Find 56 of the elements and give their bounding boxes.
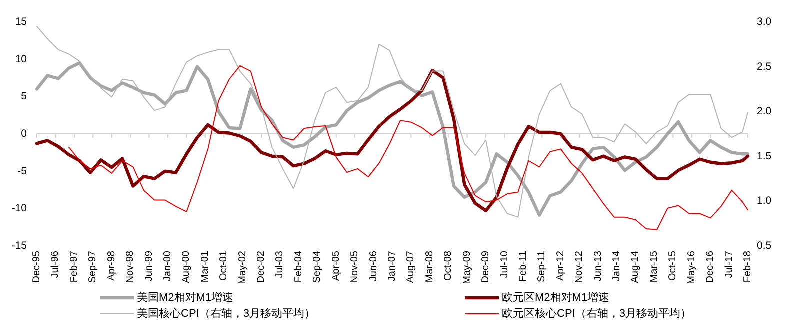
y2-tick-label: 2.5	[757, 60, 772, 73]
x-tick-label: Dec-95	[32, 250, 42, 284]
x-tick-label: Mar-15	[648, 250, 660, 283]
x-tick-label: Apr-05	[330, 250, 342, 282]
x-tick-label: Sep-97	[88, 250, 99, 284]
legend-label: 美国核心CPI（右轴，3月移动平均）	[137, 307, 316, 320]
legend-label: 欧元区核心CPI（右轴，3月移动平均）	[502, 307, 692, 320]
x-tick-label: Jan-00	[162, 250, 174, 282]
x-tick-label: Jan-14	[612, 250, 623, 282]
x-tick-label: May-02	[237, 250, 248, 284]
x-tick-label: Jan-07	[387, 250, 398, 282]
x-tick-label: Apr-12	[555, 250, 566, 282]
x-tick-label: May-16	[686, 250, 698, 284]
y-tick-label: -10	[12, 202, 28, 215]
y-tick-label: -5	[18, 165, 28, 178]
y2-tick-label: 0.5	[757, 240, 772, 252]
x-tick-label: Feb-11	[518, 250, 529, 282]
x-tick-label: Jul-96	[50, 250, 62, 278]
x-tick-label: Feb-97	[68, 250, 80, 283]
x-tick-label: Aug-14	[630, 250, 642, 284]
x-tick-label: Feb-04	[293, 250, 304, 283]
x-tick-label: Aug-07	[406, 250, 417, 284]
x-tick-label: Dec-16	[705, 250, 716, 284]
x-tick-label: Oct-15	[668, 250, 679, 282]
x-tick-label: Jul-10	[499, 250, 510, 278]
y-tick-label: -15	[12, 240, 28, 252]
y2-tick-label: 1.0	[757, 195, 772, 208]
legend-label: 美国M2相对M1增速	[137, 291, 234, 304]
x-tick-label: Nov-12	[574, 250, 586, 284]
y-tick-label: 0	[21, 128, 28, 140]
x-tick-label: Nov-05	[350, 250, 361, 284]
x-tick-label: Apr-98	[106, 250, 118, 282]
y-tick-label: 15	[15, 16, 28, 28]
x-tick-label: Jun-13	[592, 250, 604, 282]
x-tick-label: Jul-17	[724, 250, 735, 278]
x-tick-label: Dec-09	[480, 250, 492, 284]
y2-tick-label: 3.0	[757, 16, 772, 28]
y-tick-label: 5	[21, 90, 28, 103]
x-tick-label: Jun-99	[144, 250, 155, 282]
x-tick-label: Sep-04	[312, 250, 324, 284]
x-tick-label: Mar-01	[200, 250, 211, 283]
legend-label: 欧元区M2相对M1增速	[502, 291, 610, 304]
x-tick-label: May-09	[462, 250, 473, 284]
x-tick-label: Mar-08	[424, 250, 436, 283]
x-tick-label: Oct-08	[443, 250, 454, 282]
y2-tick-label: 1.5	[757, 150, 772, 162]
x-tick-label: Jun-06	[368, 250, 380, 282]
x-tick-label: Sep-11	[536, 250, 548, 283]
y-tick-label: 10	[15, 53, 28, 66]
x-tick-label: Aug-00	[181, 250, 192, 284]
y2-tick-label: 2.0	[757, 106, 772, 118]
x-tick-label: Oct-01	[218, 250, 230, 282]
x-tick-label: Nov-98	[125, 250, 136, 284]
x-tick-label: Dec-02	[256, 250, 268, 284]
x-tick-label: Jul-03	[274, 250, 286, 278]
x-tick-label: Feb-18	[742, 250, 754, 283]
